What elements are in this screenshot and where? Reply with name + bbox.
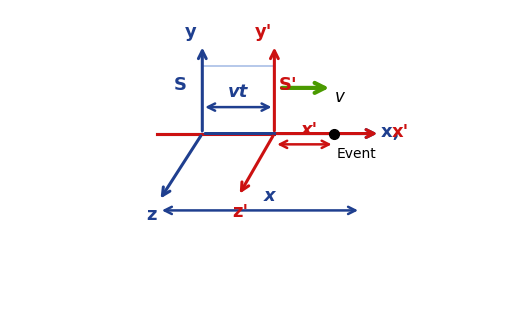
Text: y': y': [255, 23, 272, 41]
Text: Event: Event: [337, 147, 377, 161]
Text: x,: x,: [381, 123, 406, 141]
Text: x: x: [264, 187, 276, 205]
Text: y: y: [185, 23, 197, 41]
Text: z: z: [147, 206, 157, 224]
Text: vt: vt: [228, 83, 248, 101]
Text: S': S': [279, 76, 298, 95]
Text: x': x': [392, 123, 409, 141]
Text: x': x': [301, 121, 318, 139]
Text: v: v: [335, 89, 345, 106]
Text: z': z': [232, 203, 249, 221]
Text: S: S: [174, 76, 187, 95]
